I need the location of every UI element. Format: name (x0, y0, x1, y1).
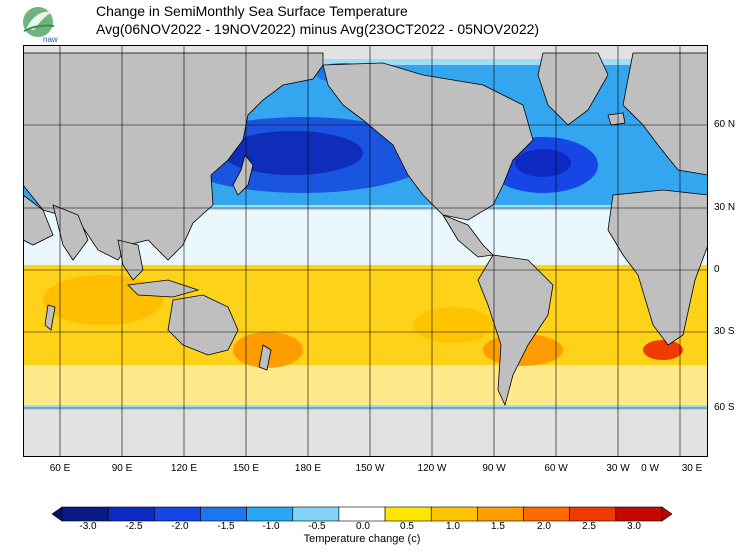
lon-label-180e: 180 E (294, 463, 322, 474)
pacific-cooling-core (223, 131, 363, 175)
colorbar (52, 506, 672, 522)
colorbar-tick-label: 1.0 (446, 521, 460, 532)
colorbar-segment (200, 506, 247, 522)
lat-label-30s: 30 S (714, 326, 735, 337)
lat-label-60n: 60 N (714, 119, 736, 130)
land-africa (607, 189, 708, 346)
land-indonesia (127, 279, 200, 298)
colorbar-segment (107, 506, 155, 522)
colorbar-tick-label: -2.0 (171, 521, 189, 532)
colorbar-tick-label: 0.0 (356, 521, 370, 532)
colorbar-segment (338, 506, 386, 522)
title-line-1: Change in SemiMonthly Sea Surface Temper… (96, 3, 408, 19)
land-south-america (477, 254, 554, 407)
colorbar-tick-label: 3.0 (627, 521, 641, 532)
colorbar-tick-label: 2.0 (537, 521, 551, 532)
land-india (52, 204, 89, 261)
colorbar-tick-label: 1.5 (491, 521, 505, 532)
colorbar-segment (569, 506, 617, 522)
land-new-zealand (258, 344, 272, 371)
title-line-2: Avg(06NOV2022 - 19NOV2022) minus Avg(23O… (96, 21, 540, 37)
lon-label-150w: 150 W (355, 463, 385, 474)
land-europe (622, 52, 708, 176)
colorbar-under-arrow (52, 506, 63, 522)
land-japan (232, 154, 254, 196)
land-greenland (537, 52, 609, 126)
southeast-pacific-warm (413, 307, 493, 343)
lon-label-90w: 90 W (482, 463, 506, 474)
colorbar-tick-label: -2.5 (125, 521, 143, 532)
lon-label-150e: 150 E (232, 463, 260, 474)
colorbar-tick-label: -0.5 (308, 521, 326, 532)
colorbar-segment (61, 506, 109, 522)
colorbar-title: Temperature change (c) (303, 533, 421, 545)
colorbar-tick-label: -3.0 (79, 521, 97, 532)
lat-label-30n: 30 N (714, 202, 736, 213)
lat-label-60s: 60 S (714, 402, 735, 413)
colorbar-segment (477, 506, 524, 522)
colorbar-tick-label: -1.0 (262, 521, 280, 532)
lon-label-30w: 30 W (606, 463, 630, 474)
south-atlantic-hot (643, 340, 683, 360)
antarctic-ice (23, 410, 708, 457)
atlantic-cooling-core (515, 149, 571, 177)
colorbar-segments (61, 506, 663, 522)
lon-label-60e: 60 E (49, 463, 71, 474)
colorbar-segment (430, 506, 478, 522)
lat-label-0: 0 (714, 264, 720, 275)
map-frame (23, 45, 708, 457)
colorbar-segment (615, 506, 663, 522)
colorbar-segment (292, 506, 340, 522)
lon-label-120e: 120 E (170, 463, 198, 474)
colorbar-tick-label: 2.5 (582, 521, 596, 532)
lon-label-60w: 60 W (544, 463, 568, 474)
lon-label-120w: 120 W (417, 463, 447, 474)
colorbar-tick-label: -1.5 (217, 521, 235, 532)
land-north-america (322, 62, 534, 221)
land-iceland (607, 112, 626, 126)
colorbar-segment (246, 506, 294, 522)
colorbar-segment (384, 506, 432, 522)
colorbar-segment (523, 506, 570, 522)
lon-label-90e: 90 E (111, 463, 133, 474)
sst-anomaly-map (23, 45, 708, 457)
colorbar-over-arrow (661, 506, 672, 522)
map-title: Change in SemiMonthly Sea Surface Temper… (96, 2, 539, 38)
southern-warm-light (23, 365, 708, 405)
logo-text: naw (43, 35, 58, 44)
land-madagascar (44, 304, 56, 331)
colorbar-tick-label: 0.5 (400, 521, 414, 532)
lon-label-30e: 30 E (681, 463, 703, 474)
colorbar-segment (154, 506, 201, 522)
land-arabia (23, 194, 54, 246)
noaa-logo: naw (23, 7, 58, 44)
grid-lines (23, 45, 708, 457)
land-australia (167, 294, 239, 356)
lon-label-0w: 0 W (641, 463, 659, 474)
